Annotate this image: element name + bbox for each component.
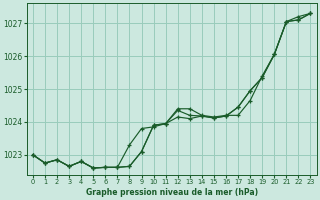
X-axis label: Graphe pression niveau de la mer (hPa): Graphe pression niveau de la mer (hPa) bbox=[86, 188, 258, 197]
